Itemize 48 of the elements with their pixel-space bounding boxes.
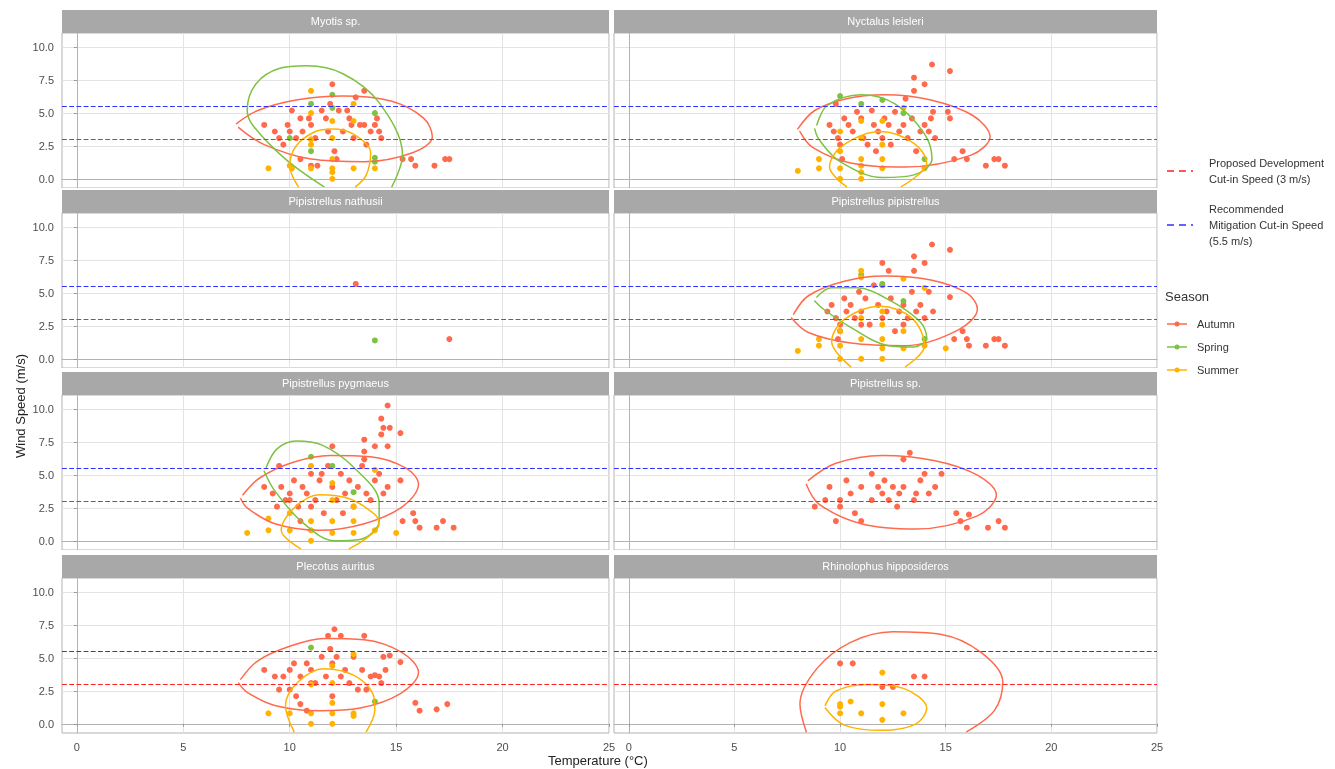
y-tick-label: 2.5	[38, 139, 54, 152]
x-tick-label: 15	[939, 740, 952, 753]
y-tick-label: 2.5	[38, 501, 54, 514]
legend-label: Summer	[1197, 363, 1239, 376]
chart-title: Pipistrellus nathusii	[62, 190, 609, 213]
y-tick-label: 5.0	[38, 652, 54, 665]
y-tick-label: 10.0	[32, 41, 54, 54]
chart-title: Rhinolophus hipposideros	[614, 555, 1157, 578]
x-tick-label: 5	[180, 740, 187, 753]
y-tick-label: 7.5	[38, 254, 54, 267]
x-tick-label: 25	[602, 740, 616, 753]
y-tick-label: 5.0	[38, 469, 54, 482]
x-tick-label: 0	[625, 740, 632, 753]
chart-title: Pipistrellus pygmaeus	[62, 372, 609, 395]
x-tick-label: 15	[390, 740, 403, 753]
legend-title: Season	[1165, 289, 1211, 304]
chart-title: Pipistrellus sp.	[614, 372, 1157, 395]
y-tick-label: 10.0	[32, 403, 54, 416]
y-tick-label: 5.0	[38, 107, 54, 120]
y-axis-title: Wind Speed (m/s)	[12, 353, 28, 459]
y-tick-label: 10.0	[32, 586, 54, 599]
x-tick-label: 20	[1045, 740, 1058, 753]
y-tick-label: 0.0	[38, 172, 54, 185]
y-tick-label: 2.5	[38, 684, 54, 697]
legend-label: Recommended Mitigation Cut-in Speed (5.5 m/s)	[1209, 202, 1324, 249]
chart-title: Plecotus auritus	[62, 555, 609, 578]
y-tick-label: 7.5	[38, 436, 54, 449]
x-tick-label: 5	[731, 740, 738, 753]
x-tick-label: 10	[283, 740, 296, 753]
y-tick-label: 10.0	[32, 221, 54, 234]
chart-title: Nyctalus leisleri	[614, 10, 1157, 33]
y-tick-label: 0.0	[38, 534, 54, 547]
x-axis-title: Temperature (°C)	[548, 753, 648, 768]
chart-title: Pipistrellus pipistrellus	[614, 190, 1157, 213]
x-tick-label: 10	[833, 740, 847, 753]
x-tick-label: 25	[1150, 740, 1164, 753]
y-tick-label: 5.0	[38, 287, 54, 300]
y-tick-label: 7.5	[38, 74, 54, 87]
chart-title: Myotis sp.	[62, 10, 609, 33]
y-tick-label: 2.5	[38, 319, 54, 332]
x-tick-label: 20	[496, 740, 509, 753]
x-tick-label: 0	[73, 740, 80, 753]
y-tick-label: 0.0	[38, 717, 54, 730]
legend-label: Proposed Development Cut-in Speed (3 m/s)	[1209, 156, 1324, 187]
y-tick-label: 7.5	[38, 619, 54, 632]
y-tick-label: 0.0	[38, 352, 54, 365]
legend-label: Spring	[1197, 340, 1229, 353]
legend-label: Autumn	[1197, 317, 1235, 330]
